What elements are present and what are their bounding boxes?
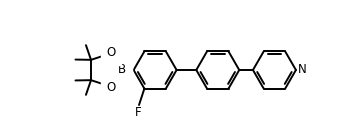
Text: N: N (298, 64, 307, 76)
Text: O: O (106, 46, 115, 60)
Text: B: B (118, 64, 126, 76)
Text: O: O (106, 80, 115, 94)
Text: F: F (134, 107, 141, 120)
